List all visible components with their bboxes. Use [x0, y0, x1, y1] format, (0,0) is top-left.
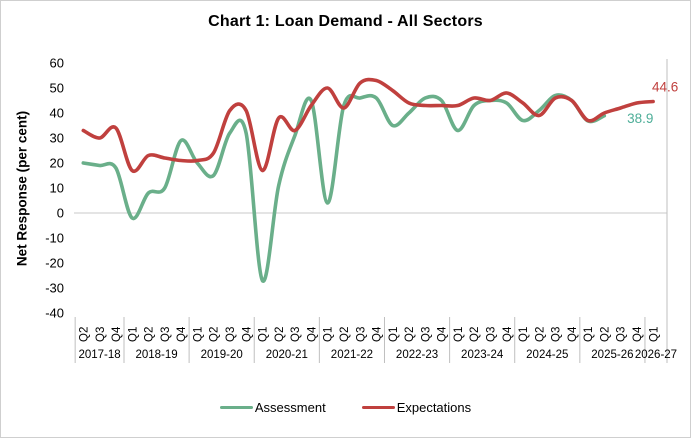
x-axis-quarter-label: Q1 — [648, 327, 660, 342]
x-axis-year-label: 2017-18 — [78, 349, 120, 361]
x-axis-quarter-label: Q3 — [551, 327, 563, 342]
assessment-line-swatch-icon — [219, 405, 253, 410]
legend-item-assessment: Assessment — [219, 400, 326, 415]
x-axis-quarter-label: Q2 — [599, 327, 611, 342]
x-axis-quarter-label: Q3 — [616, 327, 628, 342]
expectations-end-value-label: 44.6 — [652, 80, 678, 95]
expectations-line-swatch-icon — [361, 405, 395, 410]
y-axis-tick-label: -40 — [45, 306, 64, 321]
x-axis-quarter-label: Q3 — [355, 327, 367, 342]
x-axis-year-label: 2022-23 — [396, 349, 438, 361]
x-axis-quarter-label: Q4 — [306, 326, 318, 342]
x-axis-quarter-label: Q3 — [160, 327, 172, 342]
x-axis-quarter-label: Q2 — [274, 327, 286, 342]
x-axis-quarter-label: Q4 — [111, 326, 123, 342]
x-axis-quarter-label: Q2 — [469, 327, 481, 342]
x-axis-year-label: 2020-21 — [266, 349, 308, 361]
y-axis-tick-label: 20 — [50, 156, 64, 171]
x-axis-quarter-label: Q1 — [453, 327, 465, 342]
y-axis-tick-label: 40 — [50, 106, 64, 121]
y-axis-tick-label: -10 — [45, 231, 64, 246]
x-axis-quarter-label: Q3 — [486, 327, 498, 342]
x-axis-quarter-label: Q1 — [192, 327, 204, 342]
assessment-line — [81, 93, 607, 283]
x-axis-quarter-label: Q2 — [209, 327, 221, 342]
x-axis-year-label: 2021-22 — [331, 349, 373, 361]
x-axis-year-label: 2026-27 — [635, 349, 677, 361]
y-axis-tick-label: 10 — [50, 181, 64, 196]
x-axis-quarter-label: Q4 — [176, 326, 188, 342]
x-axis-quarter-label: Q3 — [290, 327, 302, 342]
y-axis-tick-label: 50 — [50, 81, 64, 96]
x-axis-year-label: 2024-25 — [526, 349, 568, 361]
x-axis-quarter-label: Q4 — [437, 326, 449, 342]
x-axis-year-label: 2025-26 — [591, 349, 633, 361]
chart-legend: Assessment Expectations — [1, 400, 690, 415]
x-axis-quarter-label: Q1 — [583, 327, 595, 342]
x-axis-quarter-label: Q1 — [127, 327, 139, 342]
y-axis-tick-label: 0 — [57, 206, 64, 221]
y-axis-tick-label: 30 — [50, 131, 64, 146]
legend-label-expectations: Expectations — [396, 400, 472, 415]
y-axis-tick-label: -20 — [45, 256, 64, 271]
legend-item-expectations: Expectations — [361, 400, 472, 415]
x-axis-quarter-label: Q3 — [225, 327, 237, 342]
x-axis-quarter-label: Q3 — [95, 327, 107, 342]
legend-label-assessment: Assessment — [254, 400, 326, 415]
x-axis-quarter-label: Q1 — [323, 327, 335, 342]
x-axis-year-label: 2019-20 — [201, 349, 243, 361]
x-axis-quarter-label: Q3 — [420, 327, 432, 342]
x-axis-year-label: 2018-19 — [135, 349, 177, 361]
assessment-end-value-label: 38.9 — [627, 111, 653, 126]
y-axis-tick-label: 60 — [50, 56, 64, 71]
x-axis-quarter-label: Q2 — [339, 327, 351, 342]
chart-title: Chart 1: Loan Demand - All Sectors — [208, 13, 483, 30]
x-axis-quarter-label: Q1 — [518, 327, 530, 342]
x-axis-quarter-label: Q4 — [632, 326, 644, 342]
x-axis-quarter-label: Q2 — [534, 327, 546, 342]
x-axis-quarter-label: Q1 — [388, 327, 400, 342]
x-axis-quarter-label: Q4 — [372, 326, 384, 342]
x-axis-quarter-label: Q4 — [241, 326, 253, 342]
expectations-line — [81, 77, 655, 174]
y-axis-tick-label: -30 — [45, 281, 64, 296]
x-axis-quarter-label: Q2 — [404, 327, 416, 342]
x-axis-quarter-label: Q4 — [567, 326, 579, 342]
x-axis-quarter-label: Q2 — [144, 327, 156, 342]
x-axis-quarter-label: Q2 — [79, 327, 91, 342]
x-axis-quarter-label: Q4 — [502, 326, 514, 342]
x-axis-quarter-label: Q1 — [258, 327, 270, 342]
x-axis-year-label: 2023-24 — [461, 349, 504, 361]
